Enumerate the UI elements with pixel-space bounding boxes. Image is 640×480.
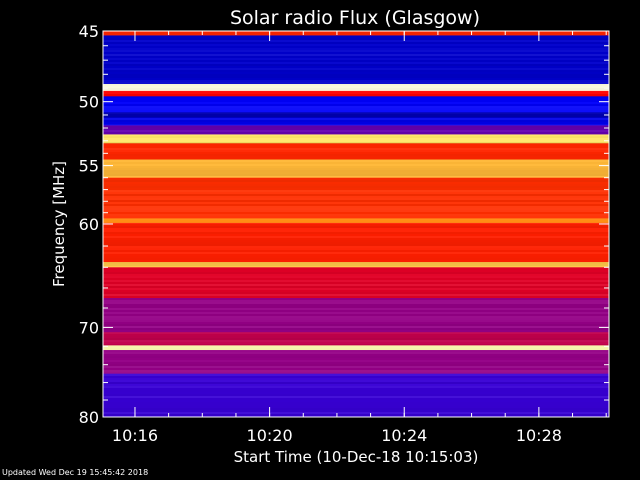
frequency-band [103, 159, 609, 179]
updated-timestamp: Updated Wed Dec 19 15:45:42 2018 [2, 468, 149, 477]
frequency-band [103, 350, 609, 375]
frequency-band [103, 298, 609, 333]
frequency-band [103, 125, 609, 135]
frequency-band [103, 267, 609, 299]
y-tick-label: 60 [79, 215, 99, 234]
spectrogram-texture [103, 32, 609, 416]
frequency-band [103, 177, 609, 219]
chart-title: Solar radio Flux (Glasgow) [230, 7, 480, 29]
y-tick-label: 45 [79, 22, 99, 41]
y-tick-label: 70 [79, 318, 99, 337]
y-axis-label: Frequency [MHz] [50, 161, 68, 287]
frequency-band [103, 143, 609, 160]
frequency-band [103, 218, 609, 224]
frequency-band [103, 222, 609, 263]
frequency-band [103, 134, 609, 144]
x-tick-label: 10:28 [516, 426, 562, 445]
frequency-band [103, 35, 609, 85]
frequency-band [103, 373, 609, 418]
x-axis-label: Start Time (10-Dec-18 10:15:03) [234, 448, 479, 466]
spectrogram-plot-area [103, 31, 609, 418]
frequency-band [103, 117, 609, 126]
y-tick-label: 55 [79, 157, 99, 176]
y-tick-label: 80 [79, 408, 99, 427]
x-tick-label: 10:16 [112, 426, 158, 445]
x-axis: 10:16 10:20 10:24 10:28 [112, 31, 562, 445]
frequency-band [103, 31, 609, 36]
frequency-band [103, 262, 609, 268]
frequency-band [103, 345, 609, 351]
x-tick-label: 10:20 [247, 426, 293, 445]
frequency-band [103, 90, 609, 97]
y-tick-label: 50 [79, 93, 99, 112]
frequency-band [103, 112, 609, 119]
frequency-band [103, 84, 609, 92]
frequency-band [103, 96, 609, 113]
x-tick-label: 10:24 [381, 426, 427, 445]
frequency-band [103, 332, 609, 346]
